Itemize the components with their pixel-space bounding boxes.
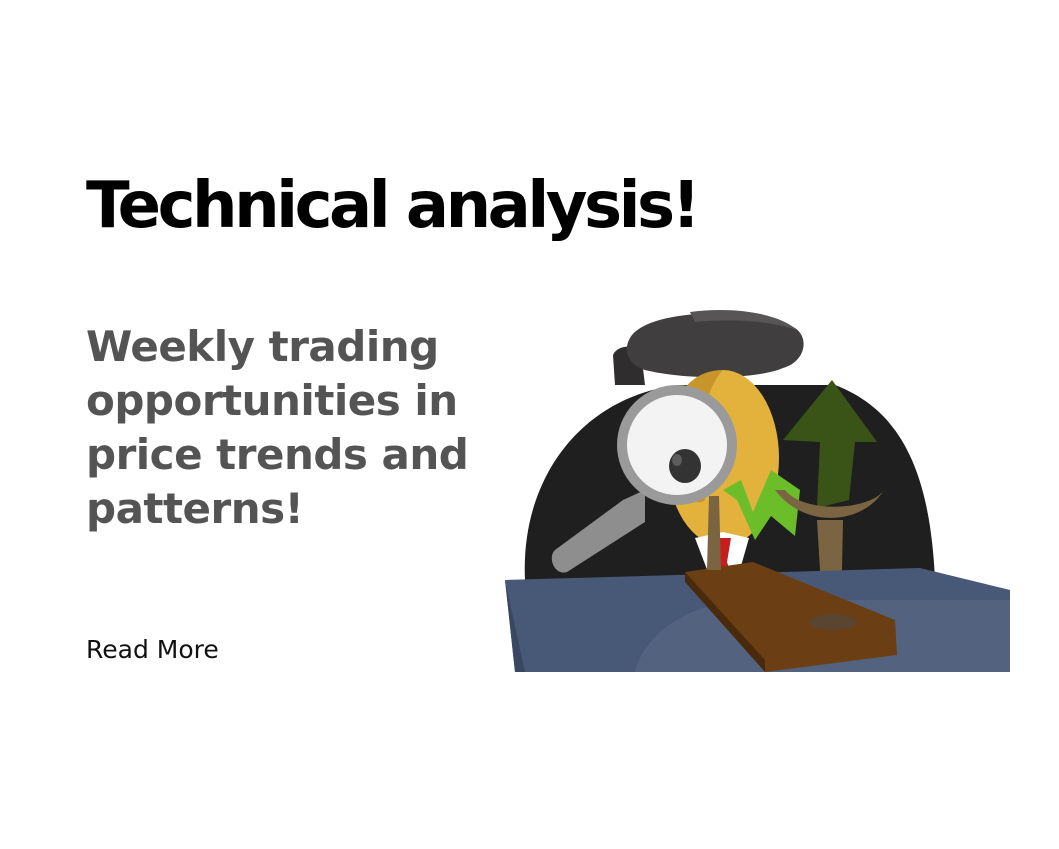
small-stand bbox=[707, 496, 721, 570]
hat-shape bbox=[626, 313, 804, 378]
trend-arrow-light bbox=[723, 470, 800, 540]
wood-block-side bbox=[685, 572, 765, 672]
eye-pupil bbox=[669, 449, 701, 483]
hat-highlight bbox=[690, 310, 797, 330]
read-more-link[interactable]: Read More bbox=[86, 635, 219, 664]
wood-block bbox=[685, 562, 897, 672]
page-title: Technical analysis! bbox=[86, 169, 701, 243]
scale-arm bbox=[775, 488, 885, 518]
scale-base bbox=[809, 614, 857, 630]
trend-arrow-icon bbox=[783, 380, 877, 508]
magnifier-handle bbox=[551, 490, 645, 573]
detective-illustration bbox=[505, 310, 1010, 672]
desk-edge bbox=[505, 580, 525, 672]
eye-pupil-highlight bbox=[672, 454, 682, 466]
magnifier-lens bbox=[617, 385, 737, 505]
subtitle: Weekly trading opportunities in price tr… bbox=[86, 322, 469, 533]
